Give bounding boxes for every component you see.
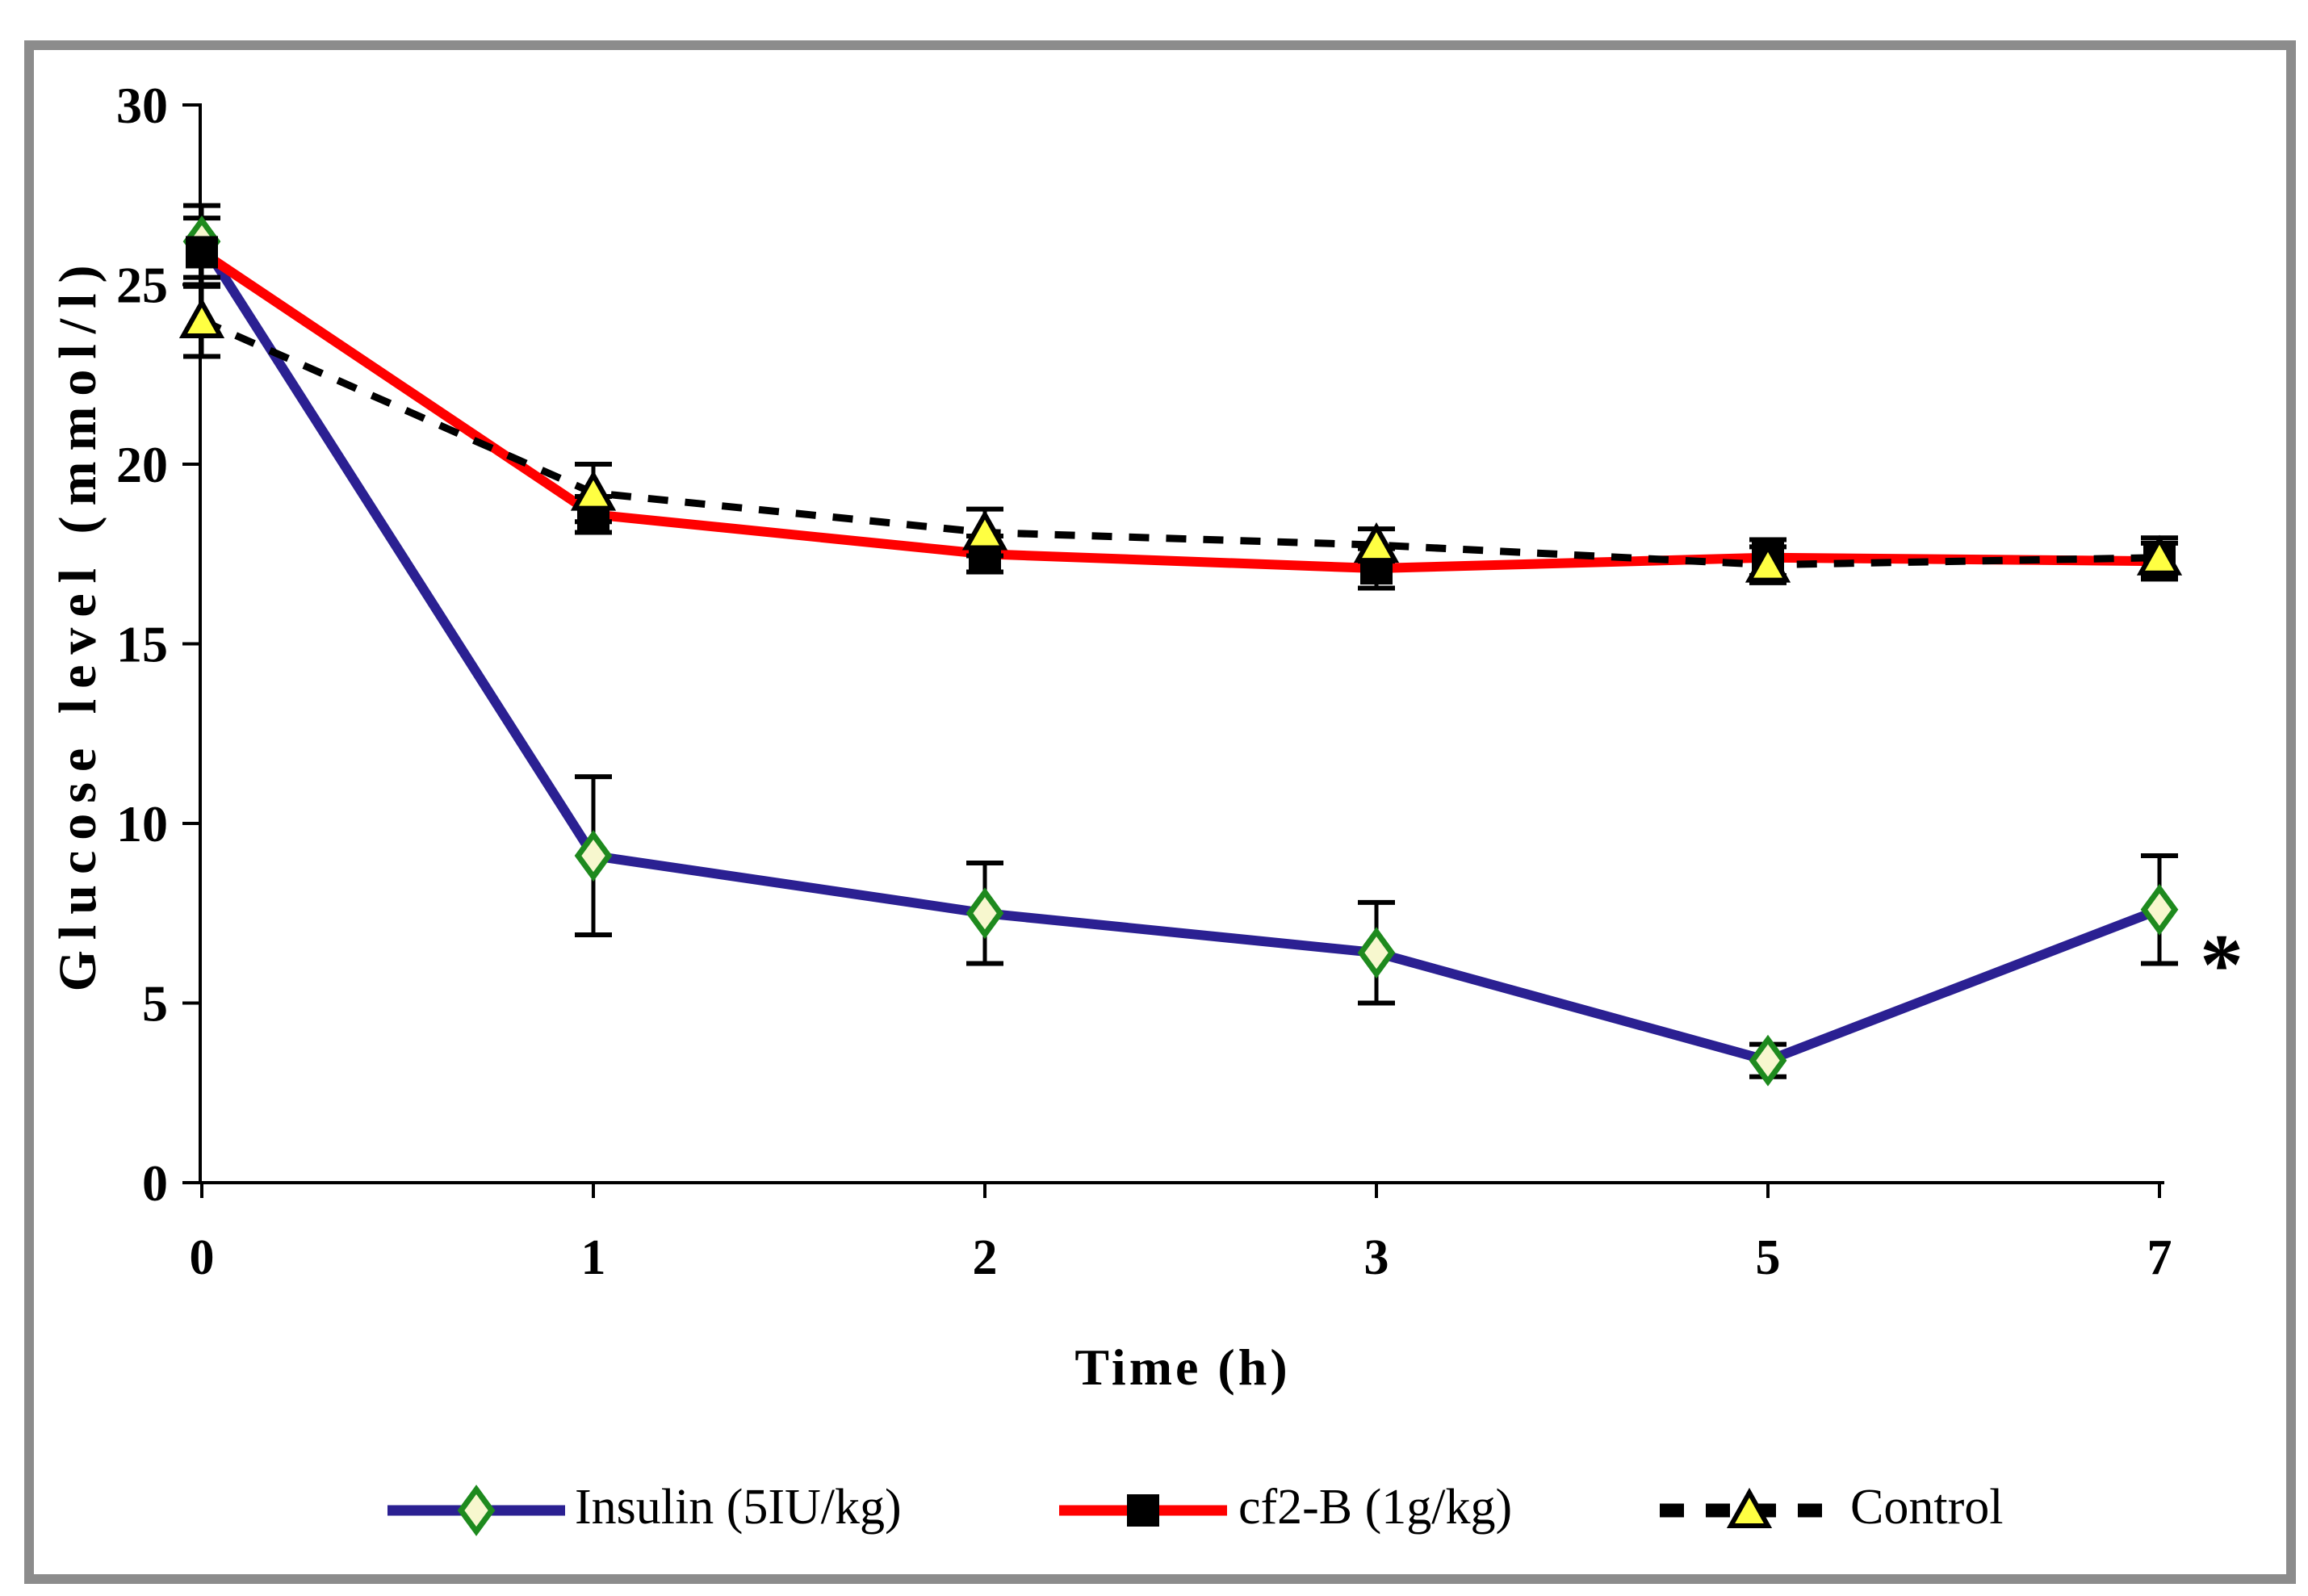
legend-label-insulin: Insulin (5IU/kg) bbox=[575, 1479, 902, 1535]
y-tick-label: 15 bbox=[116, 615, 168, 672]
triangle-marker bbox=[178, 297, 225, 338]
triangle-marker bbox=[1353, 522, 1400, 563]
y-axis-title: Glucose level (mmol/l) bbox=[48, 254, 107, 992]
series-line-control bbox=[200, 316, 2160, 569]
series-line-cf2-b-1g-kg bbox=[199, 248, 2160, 574]
y-tick-label: 20 bbox=[116, 436, 168, 493]
significance-asterisk: * bbox=[2200, 917, 2243, 1013]
figure-border bbox=[24, 40, 2296, 1584]
legend-label-cf2b: cf2-B (1g/kg) bbox=[1238, 1479, 1513, 1535]
series-lines bbox=[197, 238, 2162, 1066]
diamond-marker bbox=[1357, 927, 1396, 979]
triangle-marker bbox=[570, 470, 617, 511]
diamond-marker bbox=[574, 830, 613, 882]
x-tick-label: 7 bbox=[2147, 1230, 2172, 1285]
x-tick-label: 5 bbox=[1756, 1230, 1781, 1285]
diamond-marker bbox=[2140, 883, 2179, 936]
x-tick-label: 2 bbox=[973, 1230, 998, 1285]
y-tick-label: 0 bbox=[142, 1154, 168, 1212]
legend-label-control: Control bbox=[1850, 1479, 2004, 1535]
y-tick-label: 10 bbox=[116, 795, 168, 852]
error-bars bbox=[183, 203, 2178, 1079]
triangle-marker bbox=[1745, 542, 1791, 583]
square-marker bbox=[186, 236, 218, 269]
triangle-marker bbox=[961, 509, 1008, 551]
x-axis-title: Time (h) bbox=[1074, 1338, 1291, 1396]
diamond-marker bbox=[1749, 1034, 1787, 1087]
y-tick-label: 25 bbox=[116, 256, 168, 313]
legend bbox=[387, 1485, 1839, 1536]
series-line-insulin-5iu-kg bbox=[197, 238, 2162, 1066]
x-tick-label: 1 bbox=[581, 1230, 606, 1285]
square-marker bbox=[1127, 1494, 1159, 1527]
diamond-marker bbox=[966, 887, 1004, 940]
triangle-marker bbox=[1726, 1487, 1773, 1528]
y-tick-label: 30 bbox=[116, 77, 168, 134]
y-tick-label: 5 bbox=[142, 974, 168, 1032]
x-tick-label: 3 bbox=[1364, 1230, 1389, 1285]
triangle-marker bbox=[2136, 534, 2183, 576]
x-tick-label: 0 bbox=[190, 1230, 215, 1285]
diamond-marker bbox=[457, 1485, 496, 1536]
series-markers bbox=[178, 216, 2183, 1087]
